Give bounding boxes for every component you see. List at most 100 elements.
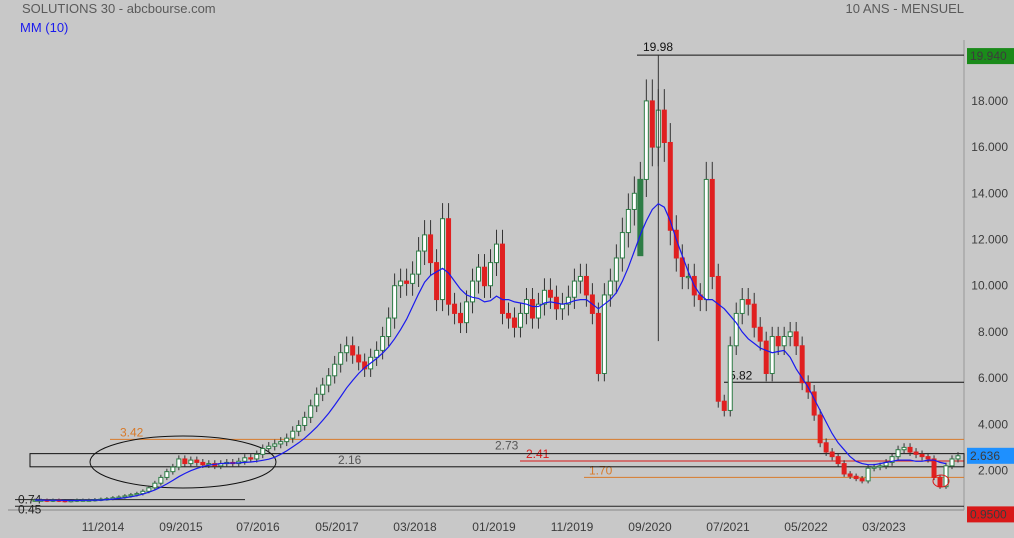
candle-down-body <box>775 336 781 347</box>
candle-up-body <box>871 466 877 469</box>
candle-up-body <box>326 375 332 386</box>
base-ellipse <box>89 435 277 489</box>
candle <box>242 454 248 465</box>
candle-up-body <box>685 275 691 279</box>
candle <box>775 326 781 355</box>
level-high-label: 19.98 <box>643 40 673 54</box>
candle-up-body <box>625 208 631 234</box>
candle <box>703 161 709 312</box>
candle-down-body <box>595 312 601 374</box>
candle-down-body <box>667 141 673 231</box>
candle <box>266 442 272 453</box>
candle-down-body <box>793 331 799 347</box>
candle <box>332 355 338 384</box>
candle-up-body <box>535 303 541 319</box>
candle-up-body <box>158 476 164 484</box>
candle-up-body <box>266 445 272 450</box>
candle <box>374 341 380 366</box>
candle-down-body <box>799 345 805 384</box>
candle <box>422 220 428 266</box>
candle <box>595 302 601 382</box>
candle-down-body <box>499 243 505 314</box>
x-tick-label: 11/2019 <box>551 520 594 534</box>
candle <box>505 302 511 329</box>
candle-down-body <box>446 218 452 305</box>
candle <box>889 452 895 466</box>
candle <box>344 336 350 362</box>
candle <box>272 439 278 451</box>
candle <box>392 273 398 329</box>
candle-up-body <box>416 250 422 275</box>
candle <box>727 336 733 417</box>
candle-up-body <box>260 448 266 455</box>
candle-down-body <box>919 453 925 458</box>
candle-down-body <box>859 478 865 482</box>
level-216-label: 2.16 <box>338 453 362 467</box>
candle-down-body <box>458 312 464 324</box>
candle <box>218 460 224 470</box>
candle-down-body <box>913 451 919 455</box>
candle <box>793 321 799 355</box>
candle-up-body <box>242 457 248 462</box>
candle-up-body <box>176 458 182 468</box>
candle <box>883 459 889 470</box>
candle-up-body <box>314 393 320 407</box>
candle <box>709 161 715 290</box>
candle-down-body <box>404 280 410 284</box>
candle <box>769 326 775 382</box>
candle-up-body <box>392 285 398 319</box>
candle <box>955 452 961 463</box>
candle <box>571 268 577 309</box>
candle <box>320 377 326 402</box>
candle <box>464 290 470 334</box>
candle <box>901 443 907 454</box>
y-tick-label: 8.000 <box>978 325 1008 339</box>
low-badge-text: 0.9500 <box>970 507 1007 521</box>
moving-average-line <box>35 202 947 502</box>
candle-down-body <box>847 473 853 477</box>
candle-down-body <box>583 275 589 296</box>
candle <box>739 288 745 325</box>
candle <box>763 331 769 382</box>
candle <box>188 456 194 467</box>
candle-up-body <box>146 487 152 492</box>
candle <box>416 237 422 287</box>
candle <box>865 465 871 484</box>
candle <box>559 292 565 320</box>
candle <box>649 79 655 167</box>
candle <box>398 268 404 298</box>
candle-up-body <box>284 437 290 443</box>
candle <box>296 420 302 437</box>
x-tick-label: 01/2019 <box>472 520 516 534</box>
candle-up-body <box>727 345 733 411</box>
candle-down-body <box>763 340 769 374</box>
high-badge <box>967 48 1014 65</box>
candle <box>440 203 446 312</box>
candle-up-body <box>901 446 907 451</box>
candle <box>338 343 344 373</box>
candle <box>494 229 499 276</box>
indicator-legend[interactable]: MM (10) <box>20 20 69 35</box>
candle-down-body <box>505 312 511 319</box>
candle <box>470 268 476 314</box>
candle <box>859 475 865 484</box>
candle-up-body <box>577 275 583 282</box>
candle <box>643 79 649 197</box>
candle <box>488 249 494 298</box>
candle-up-body <box>787 331 793 338</box>
candle-up-body <box>272 443 278 447</box>
range-box <box>29 453 965 468</box>
candle-up-body <box>134 493 140 496</box>
candle-up-body <box>865 467 871 482</box>
x-tick-label: 05/2022 <box>784 520 828 534</box>
candle <box>458 302 464 334</box>
candle-up-body <box>470 280 476 303</box>
candle-up-body <box>398 280 404 287</box>
candle <box>314 387 320 413</box>
candle-up-body <box>278 441 284 445</box>
candle <box>410 261 416 296</box>
candle-down-body <box>529 299 535 319</box>
candle <box>356 346 362 371</box>
candle <box>667 123 673 246</box>
